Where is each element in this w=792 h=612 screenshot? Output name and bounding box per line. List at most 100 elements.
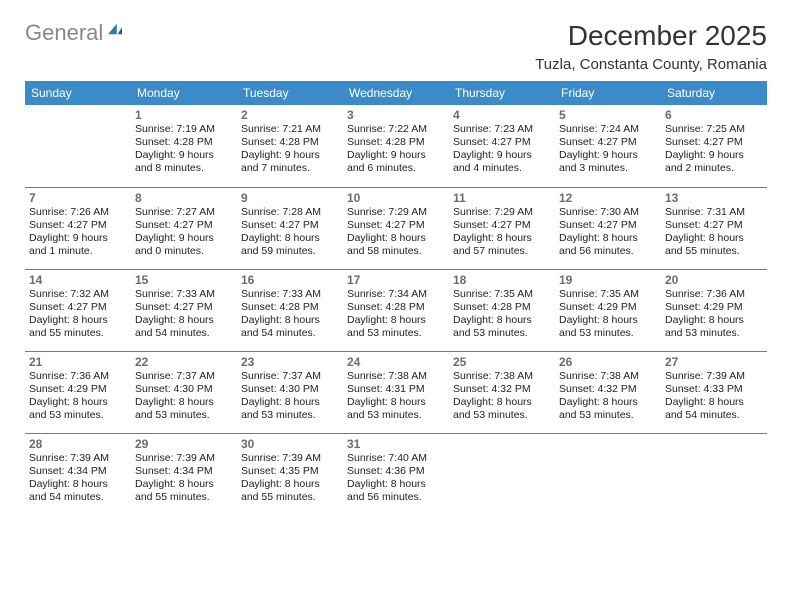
day-number: 17 [347,273,445,287]
day-number: 1 [135,108,233,122]
calendar-day-cell: 2Sunrise: 7:21 AMSunset: 4:28 PMDaylight… [237,105,343,187]
calendar-day-cell: 6Sunrise: 7:25 AMSunset: 4:27 PMDaylight… [661,105,767,187]
day-number: 20 [665,273,763,287]
day-number: 28 [29,437,127,451]
calendar-day-cell: 3Sunrise: 7:22 AMSunset: 4:28 PMDaylight… [343,105,449,187]
day-info: Sunrise: 7:24 AMSunset: 4:27 PMDaylight:… [559,123,657,176]
weekday-header: Thursday [449,81,555,105]
day-info: Sunrise: 7:28 AMSunset: 4:27 PMDaylight:… [241,206,339,259]
weekday-header-row: Sunday Monday Tuesday Wednesday Thursday… [25,81,767,105]
day-number: 10 [347,191,445,205]
calendar-day-cell: 16Sunrise: 7:33 AMSunset: 4:28 PMDayligh… [237,269,343,351]
calendar-day-cell: 18Sunrise: 7:35 AMSunset: 4:28 PMDayligh… [449,269,555,351]
calendar-week-row: 28Sunrise: 7:39 AMSunset: 4:34 PMDayligh… [25,433,767,515]
day-info: Sunrise: 7:39 AMSunset: 4:35 PMDaylight:… [241,452,339,505]
day-info: Sunrise: 7:22 AMSunset: 4:28 PMDaylight:… [347,123,445,176]
calendar-table: Sunday Monday Tuesday Wednesday Thursday… [25,81,767,515]
calendar-empty-cell [25,105,131,187]
calendar-day-cell: 12Sunrise: 7:30 AMSunset: 4:27 PMDayligh… [555,187,661,269]
calendar-day-cell: 13Sunrise: 7:31 AMSunset: 4:27 PMDayligh… [661,187,767,269]
day-info: Sunrise: 7:23 AMSunset: 4:27 PMDaylight:… [453,123,551,176]
calendar-empty-cell [661,433,767,515]
calendar-day-cell: 26Sunrise: 7:38 AMSunset: 4:32 PMDayligh… [555,351,661,433]
day-info: Sunrise: 7:29 AMSunset: 4:27 PMDaylight:… [453,206,551,259]
day-number: 4 [453,108,551,122]
calendar-day-cell: 1Sunrise: 7:19 AMSunset: 4:28 PMDaylight… [131,105,237,187]
weekday-header: Sunday [25,81,131,105]
day-number: 19 [559,273,657,287]
day-number: 6 [665,108,763,122]
day-number: 23 [241,355,339,369]
day-info: Sunrise: 7:38 AMSunset: 4:32 PMDaylight:… [453,370,551,423]
calendar-day-cell: 30Sunrise: 7:39 AMSunset: 4:35 PMDayligh… [237,433,343,515]
calendar-day-cell: 20Sunrise: 7:36 AMSunset: 4:29 PMDayligh… [661,269,767,351]
calendar-day-cell: 28Sunrise: 7:39 AMSunset: 4:34 PMDayligh… [25,433,131,515]
day-number: 31 [347,437,445,451]
day-info: Sunrise: 7:38 AMSunset: 4:32 PMDaylight:… [559,370,657,423]
day-number: 12 [559,191,657,205]
calendar-day-cell: 9Sunrise: 7:28 AMSunset: 4:27 PMDaylight… [237,187,343,269]
day-number: 21 [29,355,127,369]
day-number: 15 [135,273,233,287]
calendar-day-cell: 29Sunrise: 7:39 AMSunset: 4:34 PMDayligh… [131,433,237,515]
weekday-header: Saturday [661,81,767,105]
day-info: Sunrise: 7:26 AMSunset: 4:27 PMDaylight:… [29,206,127,259]
header: General Blue December 2025 Tuzla, Consta… [25,20,767,73]
day-number: 8 [135,191,233,205]
title-block: December 2025 Tuzla, Constanta County, R… [535,20,767,73]
day-info: Sunrise: 7:35 AMSunset: 4:29 PMDaylight:… [559,288,657,341]
logo-text-general: General [25,20,103,45]
calendar-day-cell: 19Sunrise: 7:35 AMSunset: 4:29 PMDayligh… [555,269,661,351]
day-info: Sunrise: 7:34 AMSunset: 4:28 PMDaylight:… [347,288,445,341]
calendar-day-cell: 21Sunrise: 7:36 AMSunset: 4:29 PMDayligh… [25,351,131,433]
calendar-empty-cell [555,433,661,515]
weekday-header: Wednesday [343,81,449,105]
day-number: 13 [665,191,763,205]
day-info: Sunrise: 7:32 AMSunset: 4:27 PMDaylight:… [29,288,127,341]
day-info: Sunrise: 7:37 AMSunset: 4:30 PMDaylight:… [135,370,233,423]
day-info: Sunrise: 7:36 AMSunset: 4:29 PMDaylight:… [665,288,763,341]
day-info: Sunrise: 7:39 AMSunset: 4:34 PMDaylight:… [135,452,233,505]
day-number: 2 [241,108,339,122]
weekday-header: Tuesday [237,81,343,105]
day-number: 27 [665,355,763,369]
calendar-week-row: 21Sunrise: 7:36 AMSunset: 4:29 PMDayligh… [25,351,767,433]
calendar-day-cell: 7Sunrise: 7:26 AMSunset: 4:27 PMDaylight… [25,187,131,269]
weekday-header: Monday [131,81,237,105]
calendar-day-cell: 25Sunrise: 7:38 AMSunset: 4:32 PMDayligh… [449,351,555,433]
calendar-day-cell: 31Sunrise: 7:40 AMSunset: 4:36 PMDayligh… [343,433,449,515]
day-info: Sunrise: 7:27 AMSunset: 4:27 PMDaylight:… [135,206,233,259]
day-number: 11 [453,191,551,205]
calendar-day-cell: 5Sunrise: 7:24 AMSunset: 4:27 PMDaylight… [555,105,661,187]
day-info: Sunrise: 7:29 AMSunset: 4:27 PMDaylight:… [347,206,445,259]
day-number: 29 [135,437,233,451]
month-title: December 2025 [535,20,767,52]
day-info: Sunrise: 7:25 AMSunset: 4:27 PMDaylight:… [665,123,763,176]
day-number: 5 [559,108,657,122]
day-info: Sunrise: 7:39 AMSunset: 4:33 PMDaylight:… [665,370,763,423]
calendar-day-cell: 15Sunrise: 7:33 AMSunset: 4:27 PMDayligh… [131,269,237,351]
calendar-day-cell: 8Sunrise: 7:27 AMSunset: 4:27 PMDaylight… [131,187,237,269]
day-info: Sunrise: 7:35 AMSunset: 4:28 PMDaylight:… [453,288,551,341]
calendar-day-cell: 4Sunrise: 7:23 AMSunset: 4:27 PMDaylight… [449,105,555,187]
day-info: Sunrise: 7:21 AMSunset: 4:28 PMDaylight:… [241,123,339,176]
logo: General Blue [25,20,126,72]
day-number: 26 [559,355,657,369]
day-number: 16 [241,273,339,287]
calendar-day-cell: 17Sunrise: 7:34 AMSunset: 4:28 PMDayligh… [343,269,449,351]
calendar-day-cell: 22Sunrise: 7:37 AMSunset: 4:30 PMDayligh… [131,351,237,433]
day-info: Sunrise: 7:39 AMSunset: 4:34 PMDaylight:… [29,452,127,505]
day-info: Sunrise: 7:19 AMSunset: 4:28 PMDaylight:… [135,123,233,176]
day-number: 3 [347,108,445,122]
calendar-day-cell: 11Sunrise: 7:29 AMSunset: 4:27 PMDayligh… [449,187,555,269]
calendar-week-row: 7Sunrise: 7:26 AMSunset: 4:27 PMDaylight… [25,187,767,269]
calendar-day-cell: 10Sunrise: 7:29 AMSunset: 4:27 PMDayligh… [343,187,449,269]
day-number: 22 [135,355,233,369]
logo-sail-icon [106,22,124,36]
calendar-body: 1Sunrise: 7:19 AMSunset: 4:28 PMDaylight… [25,105,767,515]
day-number: 24 [347,355,445,369]
day-number: 25 [453,355,551,369]
calendar-day-cell: 23Sunrise: 7:37 AMSunset: 4:30 PMDayligh… [237,351,343,433]
day-info: Sunrise: 7:33 AMSunset: 4:28 PMDaylight:… [241,288,339,341]
location-text: Tuzla, Constanta County, Romania [535,56,767,73]
